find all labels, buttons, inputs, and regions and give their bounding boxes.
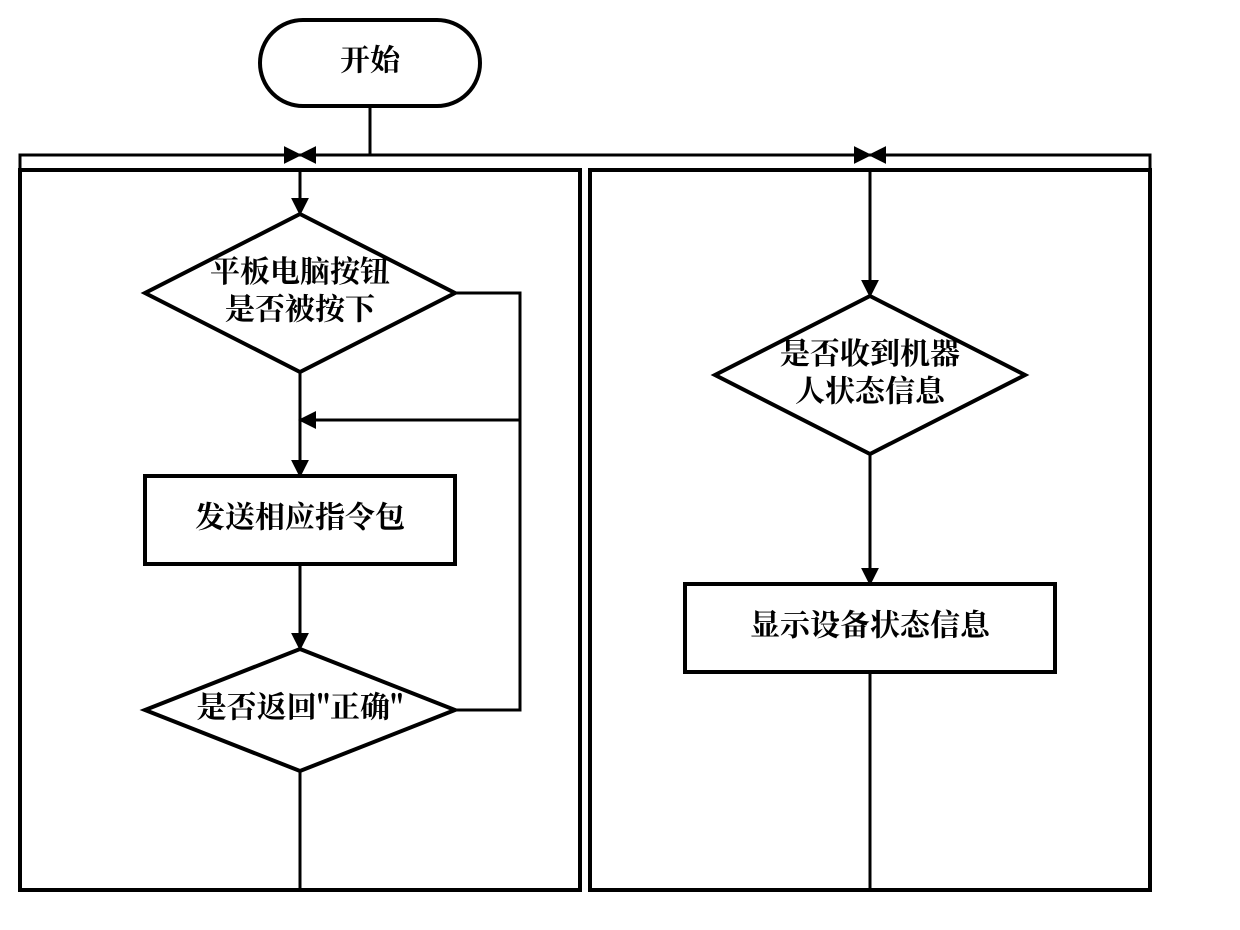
node-p1: 发送相应指令包 [145, 476, 455, 564]
edge-frameR-feedback [870, 155, 1150, 890]
node-label-d2-0: 是否返回"正确" [197, 683, 404, 727]
node-label-d1-1: 是否被按下 [225, 284, 376, 328]
node-start: 开始 [260, 20, 480, 106]
node-p2: 显示设备状态信息 [685, 584, 1055, 672]
node-d2: 是否返回"正确" [145, 649, 455, 771]
node-label-p2-0: 显示设备状态信息 [750, 601, 992, 645]
node-label-p1-0: 发送相应指令包 [195, 493, 405, 537]
node-d1: 平板电脑按钮是否被按下 [145, 214, 455, 372]
node-label-d3-1: 人状态信息 [795, 366, 947, 410]
node-d3: 是否收到机器人状态信息 [715, 296, 1025, 454]
node-label-start-0: 开始 [340, 36, 403, 80]
